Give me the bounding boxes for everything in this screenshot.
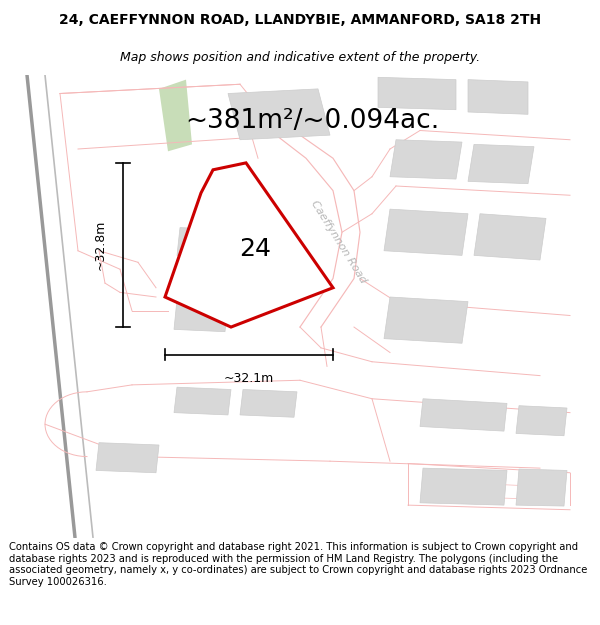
Polygon shape [420, 468, 507, 505]
Polygon shape [468, 79, 528, 114]
Polygon shape [174, 387, 231, 415]
Text: 24: 24 [239, 237, 271, 261]
Polygon shape [516, 406, 567, 436]
Polygon shape [474, 214, 546, 260]
Polygon shape [378, 78, 456, 110]
Polygon shape [516, 469, 567, 506]
Polygon shape [177, 228, 234, 258]
Text: ~32.8m: ~32.8m [94, 220, 107, 270]
Polygon shape [174, 260, 231, 294]
Polygon shape [165, 163, 333, 327]
Polygon shape [390, 140, 462, 179]
Polygon shape [240, 389, 297, 418]
Text: Caeffynnon Road: Caeffynnon Road [310, 198, 368, 285]
Text: ~32.1m: ~32.1m [224, 372, 274, 386]
Polygon shape [384, 209, 468, 256]
Polygon shape [468, 144, 534, 184]
Text: ~381m²/~0.094ac.: ~381m²/~0.094ac. [185, 108, 439, 134]
Text: Map shows position and indicative extent of the property.: Map shows position and indicative extent… [120, 51, 480, 64]
Polygon shape [174, 299, 228, 332]
Text: 24, CAEFFYNNON ROAD, LLANDYBIE, AMMANFORD, SA18 2TH: 24, CAEFFYNNON ROAD, LLANDYBIE, AMMANFOR… [59, 14, 541, 28]
Polygon shape [420, 399, 507, 431]
Polygon shape [228, 89, 330, 140]
Polygon shape [96, 442, 159, 472]
Polygon shape [384, 297, 468, 343]
Polygon shape [159, 79, 192, 151]
Text: Contains OS data © Crown copyright and database right 2021. This information is : Contains OS data © Crown copyright and d… [9, 542, 587, 587]
